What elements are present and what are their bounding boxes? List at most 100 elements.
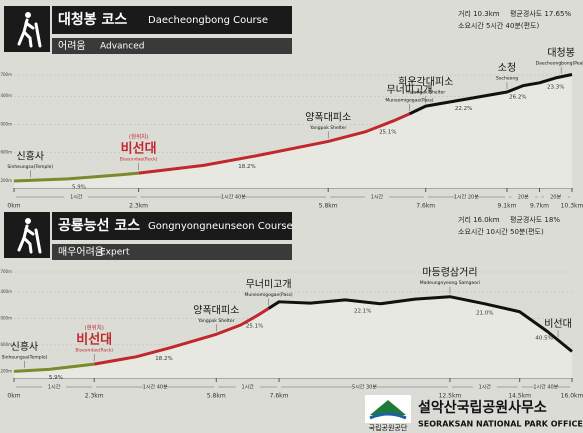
x-tick-label: 2.3km xyxy=(129,203,148,210)
place-name: 양폭대피소 xyxy=(193,304,239,316)
segment-time: 1시간 xyxy=(70,194,83,201)
y-tick-label: 600m xyxy=(0,150,12,155)
x-tick-label: 16.0km xyxy=(561,393,583,400)
x-tick-label: 2.3km xyxy=(85,393,104,400)
header-bar xyxy=(52,212,292,240)
grade-label: 21.0% xyxy=(476,310,493,316)
x-tick-label: 5.8km xyxy=(207,393,226,400)
profile-area xyxy=(14,74,572,188)
place-name-en: Sinheungsa(Temple) xyxy=(2,354,48,360)
grade-label: 23.3% xyxy=(547,84,564,90)
place-name: 양폭대피소 xyxy=(305,111,351,123)
x-tick-label: 14.5km xyxy=(508,393,531,400)
place-name: 비선대 xyxy=(544,318,572,330)
y-tick-label: 200m xyxy=(0,368,12,373)
place-name-en: Daecheongbong(Peak) xyxy=(536,60,583,66)
difficulty-en: Advanced xyxy=(100,42,144,52)
y-tick-label: 1700m xyxy=(0,269,12,274)
grade-label: 22.2% xyxy=(455,106,472,112)
place-name-en: Sinheungsa(Temple) xyxy=(7,164,53,170)
place-name: 비선대 xyxy=(121,141,157,157)
place-name-en: Socheong xyxy=(496,76,518,82)
y-tick-label: 1000m xyxy=(0,121,12,126)
place-name-en: Yangpok Shelter xyxy=(197,318,235,324)
grade-label: 5.9% xyxy=(72,184,86,190)
grade-label: 22.1% xyxy=(354,308,371,314)
difficulty: 어려움 xyxy=(58,40,86,52)
profile-line xyxy=(13,171,139,183)
segment-label-bg xyxy=(42,383,67,391)
x-tick-label: 7.6km xyxy=(270,393,289,400)
x-tick-label: 10.3km xyxy=(561,203,583,210)
segment-label-bg xyxy=(352,383,377,391)
grade-label: 25.1% xyxy=(246,324,263,330)
profile-line xyxy=(93,307,270,366)
course-stat: 평균경사도 18% xyxy=(510,215,560,224)
segment-label-bg xyxy=(221,193,246,201)
difficulty-bar xyxy=(52,38,292,54)
grade-label: 26.2% xyxy=(509,94,526,100)
place-name: 대청봉 xyxy=(547,47,575,59)
segment-time: 1시간 xyxy=(48,384,61,391)
place-note: (현위치) xyxy=(84,324,103,332)
segment-label-bg xyxy=(454,193,479,201)
profile-line xyxy=(13,362,95,373)
place-name-en: Huiungak Shelter xyxy=(406,90,445,96)
course-stat: 소요시간 10시간 50분(편도) xyxy=(458,227,544,236)
segment-time: 1시간 40분 xyxy=(221,194,246,201)
segment-time: 5시간 30분 xyxy=(352,384,377,391)
segment-label-bg xyxy=(472,383,497,391)
course-title: 공룡능선 코스 xyxy=(58,218,140,234)
place-name-en: Muneomigogae(Pass) xyxy=(385,97,433,103)
profile-area xyxy=(14,296,572,378)
segment-label-bg xyxy=(543,193,568,201)
segment-label-bg xyxy=(235,383,260,391)
hiker-icon xyxy=(4,6,50,52)
course-title-en: Daecheongbong Course xyxy=(148,15,268,26)
place-name: 신흥사 xyxy=(16,149,44,162)
course-stat: 거리 10.3km xyxy=(458,9,500,18)
logo-mark xyxy=(370,400,406,415)
y-tick-label: 600m xyxy=(0,342,12,347)
segment-time: 1시간 20분 xyxy=(454,194,479,201)
logo-text: 국립공원공단 xyxy=(369,423,408,432)
x-tick-label: 0km xyxy=(7,203,20,210)
grade-label: 5.9% xyxy=(49,375,63,381)
x-tick-label: 9.1km xyxy=(498,203,517,210)
segment-time: 1시간 40분 xyxy=(143,384,168,391)
difficulty-bar xyxy=(52,244,292,260)
place-name: 희운각대피소 xyxy=(398,76,453,88)
y-tick-label: 1000m xyxy=(0,315,12,320)
segment-label-bg xyxy=(511,193,536,201)
x-tick-label: 5.8km xyxy=(319,203,338,210)
difficulty: 매우어려움 xyxy=(58,246,104,258)
grade-label: 25.1% xyxy=(379,130,396,136)
profile-line xyxy=(267,295,573,353)
course-stat: 평균경사도 17.65% xyxy=(510,9,571,18)
place-name-en: Yangpok Shelter xyxy=(309,125,347,131)
place-name-en: Madeungnyeong Samgeori xyxy=(420,280,480,286)
x-tick-label: 12.5km xyxy=(439,393,462,400)
segment-time: 1시간 xyxy=(479,384,492,391)
x-tick-label: 9.7km xyxy=(530,203,549,210)
x-tick-label: 7.6km xyxy=(416,203,435,210)
difficulty-en: Expert xyxy=(100,248,130,258)
segment-time: 20분 xyxy=(518,195,529,201)
course-title-en: Gongnyongneunseon Course xyxy=(148,221,293,232)
logo-wave xyxy=(369,412,407,420)
y-tick-label: 1400m xyxy=(0,289,12,294)
place-name-en: Muneomigogae(Pass) xyxy=(244,292,292,298)
segment-label-bg xyxy=(364,193,389,201)
profile-line xyxy=(138,112,411,175)
y-tick-label: 1400m xyxy=(0,93,12,98)
place-name: 신흥사 xyxy=(11,340,39,353)
y-tick-label: 200m xyxy=(0,178,12,183)
segment-label-bg xyxy=(533,383,558,391)
course-stat: 거리 16.0km xyxy=(458,215,500,224)
profile-line xyxy=(408,73,573,116)
segment-time: 1시간 xyxy=(241,384,254,391)
place-note: (현위치) xyxy=(129,133,148,141)
y-tick-label: 1700m xyxy=(0,72,12,77)
grade-label: 40.5% xyxy=(535,336,552,342)
